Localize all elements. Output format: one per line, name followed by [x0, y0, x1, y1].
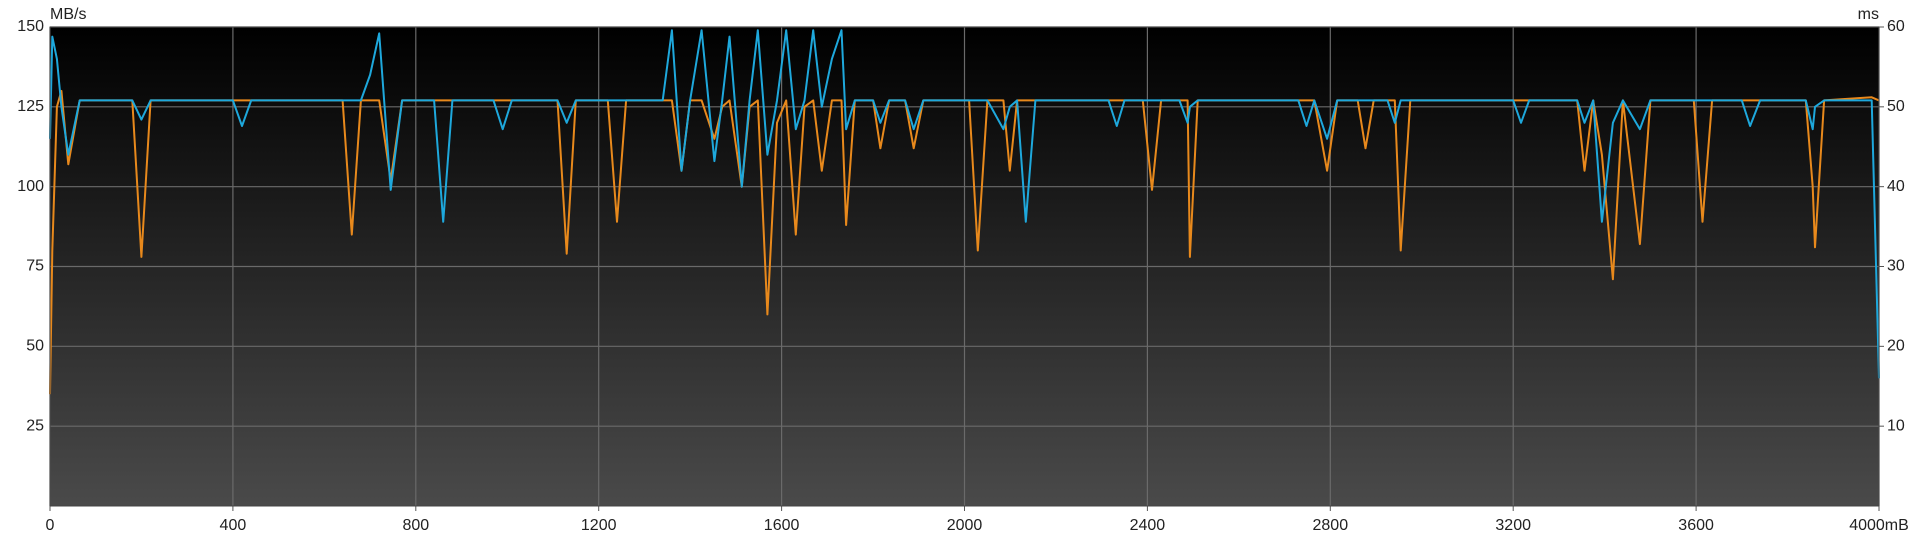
x-tick-label: 2400	[1130, 517, 1166, 534]
x-tick-label: 400	[220, 517, 247, 534]
y-tick-label: 25	[26, 417, 44, 434]
x-tick-label: 3200	[1495, 517, 1531, 534]
x-tick-label: 1200	[581, 517, 617, 534]
y-tick-label: 100	[17, 178, 44, 195]
x-tick-label: 3600	[1678, 517, 1714, 534]
y2-tick-label: 40	[1887, 178, 1905, 195]
y2-tick-label: 60	[1887, 18, 1905, 35]
y2-tick-label: 50	[1887, 98, 1905, 115]
x-tick-label: 2000	[947, 517, 983, 534]
y2-tick-label: 20	[1887, 338, 1905, 355]
x-tick-label: 4000mB	[1849, 517, 1909, 534]
x-tick-label: 1600	[764, 517, 800, 534]
x-tick-label: 2800	[1313, 517, 1349, 534]
y2-tick-label: 10	[1887, 417, 1905, 434]
data-line	[49, 29, 1880, 379]
x-tick-label: 0	[46, 517, 55, 534]
x-tick-label: 800	[402, 517, 429, 534]
y-tick-label: 150	[17, 18, 44, 35]
plot-border	[49, 26, 1880, 507]
y2-axis-label: ms	[1858, 6, 1879, 23]
y-tick-label: 50	[26, 338, 44, 355]
y-tick-label: 125	[17, 98, 44, 115]
y-axis-label: MB/s	[50, 6, 86, 23]
y2-tick-label: 30	[1887, 258, 1905, 275]
y-tick-label: 75	[26, 258, 44, 275]
